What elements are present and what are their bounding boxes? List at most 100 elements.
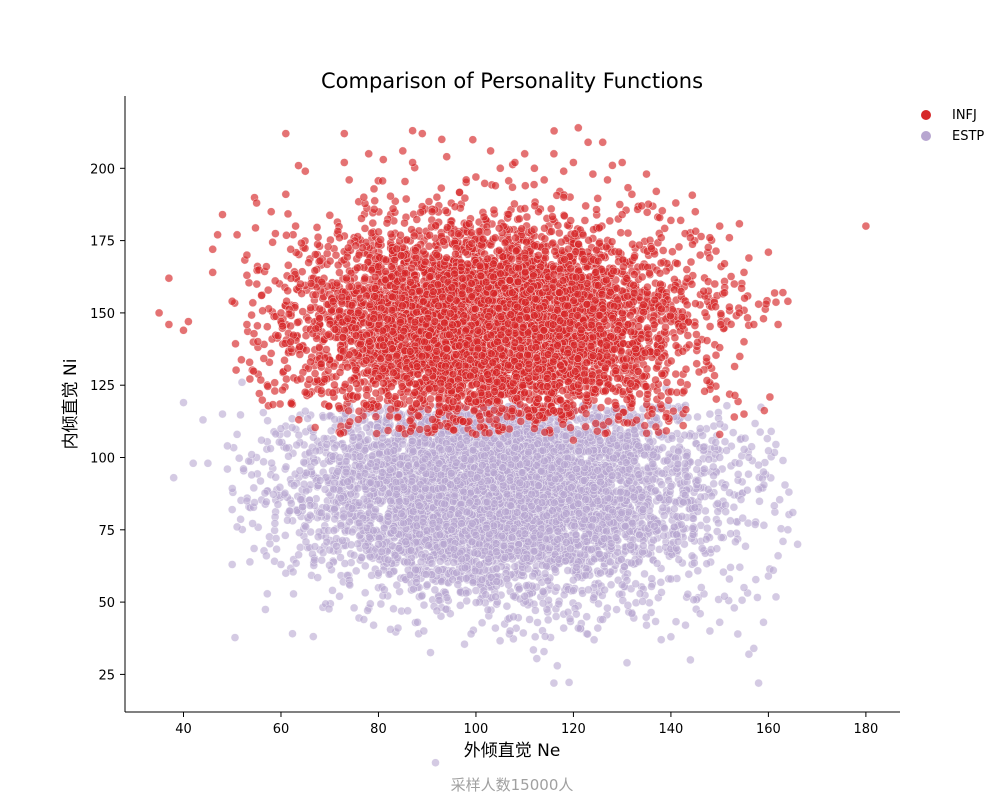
point-estp [583,629,592,639]
point-estp [612,605,621,614]
point-estp [713,507,723,516]
point-estp [658,443,667,453]
point-estp [431,758,440,767]
point-estp [266,444,275,453]
point-estp [228,484,237,493]
point-estp [289,589,298,599]
point-estp [262,497,271,507]
point-estp [635,589,645,598]
point-estp [703,485,713,494]
point-estp [401,537,410,546]
point-estp [728,428,738,437]
point-estp [249,483,259,493]
point-estp [408,507,418,516]
point-estp [386,625,395,634]
point-estp [236,410,245,420]
point-estp [326,426,336,436]
point-estp [415,530,424,539]
point-estp [649,535,658,545]
point-estp [250,498,259,507]
point-estp [419,600,429,610]
point-estp [394,543,404,553]
point-estp [594,599,603,609]
point-estp [680,430,689,440]
point-estp [360,588,370,598]
point-estp [689,514,698,523]
point-estp [263,589,272,599]
point-estp [436,557,445,566]
point-estp [245,557,255,567]
point-estp [495,636,505,646]
point-estp [737,595,747,605]
point-estp [291,558,301,568]
point-estp [712,527,722,536]
point-estp [529,645,538,655]
point-estp [230,633,240,642]
point-estp [248,519,257,528]
point-estp [606,557,615,567]
point-estp [281,462,291,472]
point-estp [671,617,681,626]
point-estp [329,526,339,535]
point-estp [694,458,703,467]
point-estp [740,433,750,443]
point-estp [704,455,714,464]
point-estp [349,550,359,560]
point-estp [519,628,528,638]
point-estp [640,450,649,460]
point-estp [389,604,398,614]
point-estp [351,566,361,576]
point-estp [701,535,711,544]
point-estp [699,442,708,452]
point-estp [301,537,311,547]
point-estp [324,604,334,614]
point-estp [263,416,272,425]
point-estp [249,544,259,553]
point-estp [602,526,611,536]
point-estp [292,440,301,450]
point-estp [726,516,735,526]
point-estp [353,483,363,493]
point-estp [287,423,297,432]
point-estp [623,601,633,610]
point-estp [442,593,452,602]
point-estp [317,555,326,565]
point-estp [747,442,756,451]
point-estp [641,612,651,622]
point-estp [261,605,270,614]
point-estp [656,578,666,587]
point-estp [539,647,549,656]
point-estp [778,456,788,465]
point-estp [606,580,616,590]
point-estp [294,430,304,440]
point-estp [282,443,291,453]
point-estp [481,590,490,599]
point-estp [540,632,550,641]
point-estp [743,485,752,495]
point-estp [751,575,761,584]
point-estp [275,437,284,447]
point-estp [750,419,760,428]
point-estp [256,476,265,486]
point-estp [283,516,292,525]
point-estp [683,589,693,599]
point-estp [696,492,706,502]
point-estp [755,497,764,506]
point-estp [532,654,542,663]
point-estp [336,521,346,530]
point-estp [659,511,669,520]
point-estp [509,612,518,622]
point-estp [754,460,763,470]
point-estp [533,618,542,627]
point-estp [284,452,293,461]
point-estp [693,566,703,576]
point-estp [729,502,739,512]
point-estp [236,515,245,524]
point-estp [565,614,575,624]
points-layer [154,123,871,767]
point-estp [624,476,634,486]
point-estp [595,436,605,445]
point-estp [271,473,280,482]
point-estp [281,531,290,540]
point-estp [376,599,386,609]
